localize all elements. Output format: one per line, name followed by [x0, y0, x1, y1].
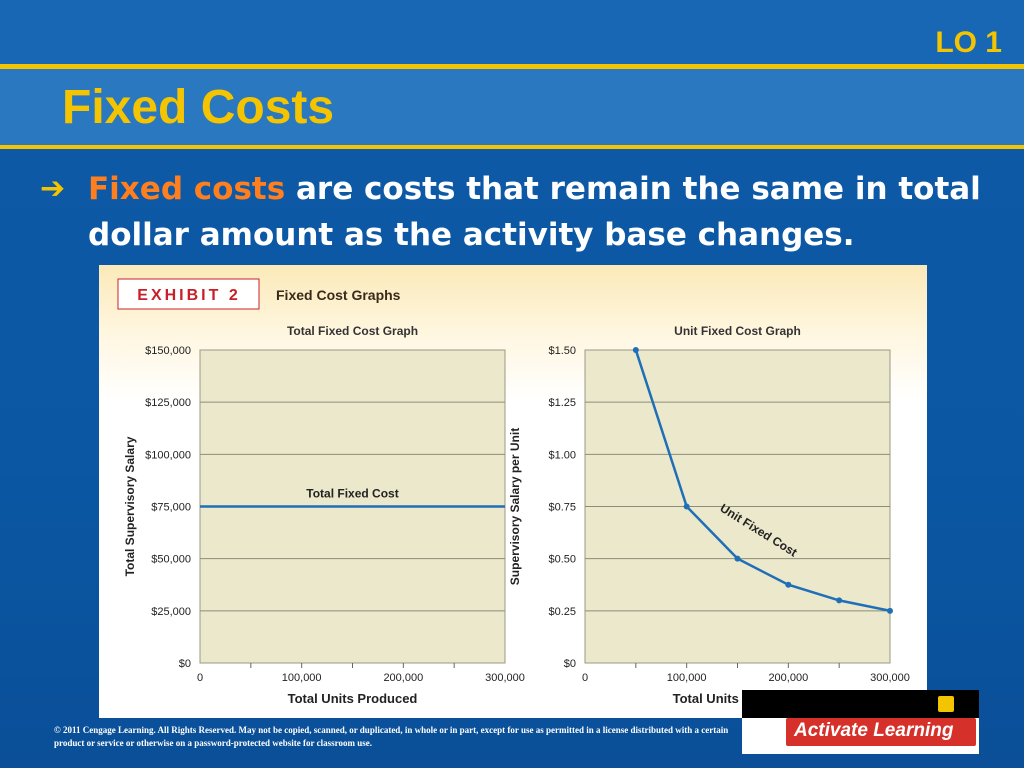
unit-fixed-cost-y-tick-label: $1.25	[548, 397, 576, 409]
bullet-point: ➔ Fixed costs are costs that remain the …	[40, 166, 1000, 258]
unit-fixed-cost-y-axis-label: Supervisory Salary per Unit	[508, 428, 522, 585]
total-fixed-cost-x-tick-label: 200,000	[383, 672, 423, 684]
total-fixed-cost-y-tick-label: $25,000	[151, 606, 191, 618]
learning-objective-label: LO 1	[935, 26, 1002, 59]
unit-fixed-cost-y-tick-label: $0.75	[548, 502, 576, 514]
unit-fixed-cost-data-point	[785, 581, 792, 588]
unit-fixed-cost-y-tick-label: $1.50	[548, 345, 576, 357]
total-fixed-cost-y-axis-label: Total Supervisory Salary	[123, 436, 137, 576]
total-fixed-cost-x-tick-label: 100,000	[282, 672, 322, 684]
arrow-bullet-icon: ➔	[40, 171, 66, 206]
unit-fixed-cost-x-tick-label: 100,000	[667, 672, 707, 684]
top-bar	[0, 0, 1024, 64]
total-fixed-cost-y-tick-label: $75,000	[151, 502, 191, 514]
copyright-footer: © 2011 Cengage Learning. All Rights Rese…	[54, 725, 729, 748]
total-fixed-cost-y-tick-label: $0	[179, 658, 191, 670]
unit-fixed-cost-y-tick-label: $0.25	[548, 606, 576, 618]
activate-learning-logo: Activate Learning	[742, 690, 979, 754]
total-fixed-cost-y-tick-label: $100,000	[145, 449, 191, 461]
total-fixed-cost-series-label: Total Fixed Cost	[306, 487, 398, 501]
exhibit-figure: EXHIBIT 2 Fixed Cost Graphs $0 $25,000 $50…	[99, 265, 927, 718]
unit-fixed-cost-data-point	[836, 597, 843, 604]
bullet-rest: are costs that remain the same in total …	[88, 171, 981, 253]
unit-fixed-cost-chart-title: Unit Fixed Cost Graph	[674, 324, 801, 338]
unit-fixed-cost-data-point	[632, 347, 639, 353]
unit-fixed-cost-y-tick-label: $0.50	[548, 554, 576, 566]
slide-title: Fixed Costs	[62, 81, 335, 134]
unit-fixed-cost-x-tick-label: 300,000	[870, 672, 910, 684]
total-fixed-cost-y-tick-label: $50,000	[151, 554, 191, 566]
top-accent-line	[0, 64, 1024, 69]
logo-yellow-mark	[938, 696, 954, 712]
total-fixed-cost-x-axis-label: Total Units Produced	[288, 691, 418, 706]
logo-red-button	[786, 718, 976, 746]
exhibit-badge-label: EXHIBIT 2	[137, 287, 240, 304]
total-fixed-cost-y-tick-label: $150,000	[145, 345, 191, 357]
exhibit-title: Fixed Cost Graphs	[276, 287, 401, 303]
total-fixed-cost-x-tick-label: 0	[197, 672, 203, 684]
exhibit-charts: EXHIBIT 2 Fixed Cost Graphs $0 $25,000 $50…	[117, 278, 910, 706]
unit-fixed-cost-data-point	[887, 607, 893, 614]
title-band	[0, 69, 1024, 145]
activate-learning-label: Activate Learning	[794, 720, 954, 741]
exhibit-badge	[117, 278, 260, 310]
unit-fixed-cost-y-tick-label: $0	[564, 658, 576, 670]
unit-fixed-cost-data-point	[683, 503, 690, 510]
total-fixed-cost-chart-title: Total Fixed Cost Graph	[287, 324, 418, 338]
unit-fixed-cost-y-tick-label: $1.00	[548, 449, 576, 461]
unit-fixed-cost-x-tick-label: 0	[582, 672, 588, 684]
title-accent-line	[0, 145, 1024, 149]
unit-fixed-cost-data-point	[734, 555, 741, 562]
total-fixed-cost-y-tick-label: $125,000	[145, 397, 191, 409]
total-fixed-cost-x-tick-label: 300,000	[485, 672, 525, 684]
bullet-highlight: Fixed costs	[88, 171, 286, 207]
unit-fixed-cost-x-tick-label: 200,000	[768, 672, 808, 684]
unit-fixed-cost-series-line	[634, 349, 891, 613]
bullet-text: Fixed costs are costs that remain the sa…	[88, 166, 1000, 258]
